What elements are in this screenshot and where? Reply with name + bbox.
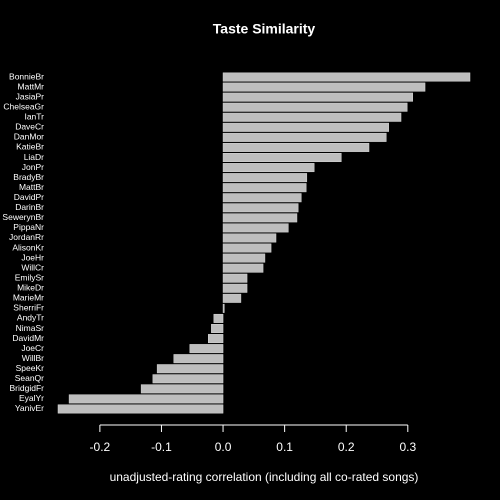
chart-title: Taste Similarity bbox=[213, 21, 316, 37]
x-axis-label: unadjusted-rating correlation (including… bbox=[110, 470, 419, 484]
bar bbox=[222, 122, 389, 132]
y-tick-label: BonnieBr bbox=[9, 71, 44, 81]
bar bbox=[222, 193, 302, 203]
bar bbox=[211, 324, 224, 333]
bar bbox=[57, 404, 224, 414]
y-tick-label: LiaDr bbox=[24, 152, 44, 162]
bar bbox=[222, 163, 315, 173]
bar bbox=[222, 173, 308, 183]
bar bbox=[68, 394, 224, 404]
x-tick-label: 0.2 bbox=[338, 440, 355, 454]
bar bbox=[222, 243, 272, 253]
y-tick-label: DanMor bbox=[14, 132, 44, 142]
y-tick-label: AlisonKr bbox=[12, 242, 44, 252]
bar bbox=[173, 354, 224, 364]
bar bbox=[152, 374, 224, 384]
y-tick-label: SherriFr bbox=[13, 303, 44, 313]
bar bbox=[222, 92, 413, 102]
bar bbox=[222, 293, 242, 303]
y-tick-label: JoeCr bbox=[21, 343, 44, 353]
bar bbox=[222, 142, 370, 152]
bar bbox=[222, 183, 307, 193]
bar bbox=[222, 223, 289, 233]
y-tick-label: EmilySr bbox=[15, 272, 44, 282]
y-tick-label: DaveCr bbox=[15, 122, 44, 132]
y-tick-label: DarinBr bbox=[15, 202, 44, 212]
y-tick-label: DavidPr bbox=[14, 192, 44, 202]
bar bbox=[222, 82, 426, 92]
x-tick-label: 0.1 bbox=[276, 440, 293, 454]
x-tick-label: -0.2 bbox=[90, 440, 111, 454]
bar bbox=[222, 203, 299, 213]
bar bbox=[222, 153, 342, 162]
y-tick-label: BradyBr bbox=[13, 172, 44, 182]
bar bbox=[156, 364, 224, 374]
y-tick-label: JonPr bbox=[22, 162, 44, 172]
y-tick-label: WillBr bbox=[22, 353, 44, 363]
y-tick-label: YanivEr bbox=[15, 403, 44, 413]
y-tick-label: EyalYr bbox=[19, 393, 44, 403]
y-tick-label: MattBr bbox=[19, 182, 44, 192]
y-tick-label: ChelseaGr bbox=[3, 101, 44, 111]
bar bbox=[222, 253, 266, 263]
y-tick-label: PippaNr bbox=[13, 222, 44, 232]
y-tick-label: WillCr bbox=[21, 262, 44, 272]
y-tick-label: MikeDr bbox=[17, 283, 44, 293]
y-tick-label: JasiaPr bbox=[16, 91, 45, 101]
bar bbox=[222, 303, 225, 313]
bar bbox=[222, 273, 248, 283]
x-tick-label: -0.1 bbox=[151, 440, 172, 454]
bar bbox=[189, 344, 224, 354]
y-tick-label: MattMr bbox=[18, 81, 45, 91]
bar bbox=[213, 313, 224, 323]
y-tick-label: DavidMr bbox=[12, 333, 44, 343]
y-tick-label: AndyTr bbox=[17, 313, 44, 323]
y-tick-label: SewerynBr bbox=[2, 212, 44, 222]
y-tick-label: SpeeKr bbox=[16, 363, 45, 373]
x-tick-label: 0.3 bbox=[399, 440, 416, 454]
y-tick-label: JoeHr bbox=[21, 252, 44, 262]
bar bbox=[222, 213, 298, 223]
bar bbox=[222, 233, 277, 243]
bar bbox=[208, 334, 224, 344]
bar bbox=[140, 384, 224, 394]
bar bbox=[222, 263, 264, 273]
y-tick-label: SeanQr bbox=[15, 373, 44, 383]
x-tick-label: 0.0 bbox=[215, 440, 232, 454]
y-tick-label: JordanRr bbox=[9, 232, 44, 242]
bar bbox=[222, 283, 248, 293]
y-tick-label: NimaSr bbox=[16, 323, 45, 333]
y-tick-label: IanTr bbox=[24, 112, 44, 122]
y-tick-label: KatieBr bbox=[16, 142, 44, 152]
y-tick-label: MarieMr bbox=[13, 293, 44, 303]
y-tick-label: BridgidFr bbox=[10, 383, 45, 393]
bar bbox=[222, 132, 387, 142]
bar bbox=[222, 102, 408, 112]
bar bbox=[222, 72, 471, 82]
bar bbox=[222, 112, 402, 122]
